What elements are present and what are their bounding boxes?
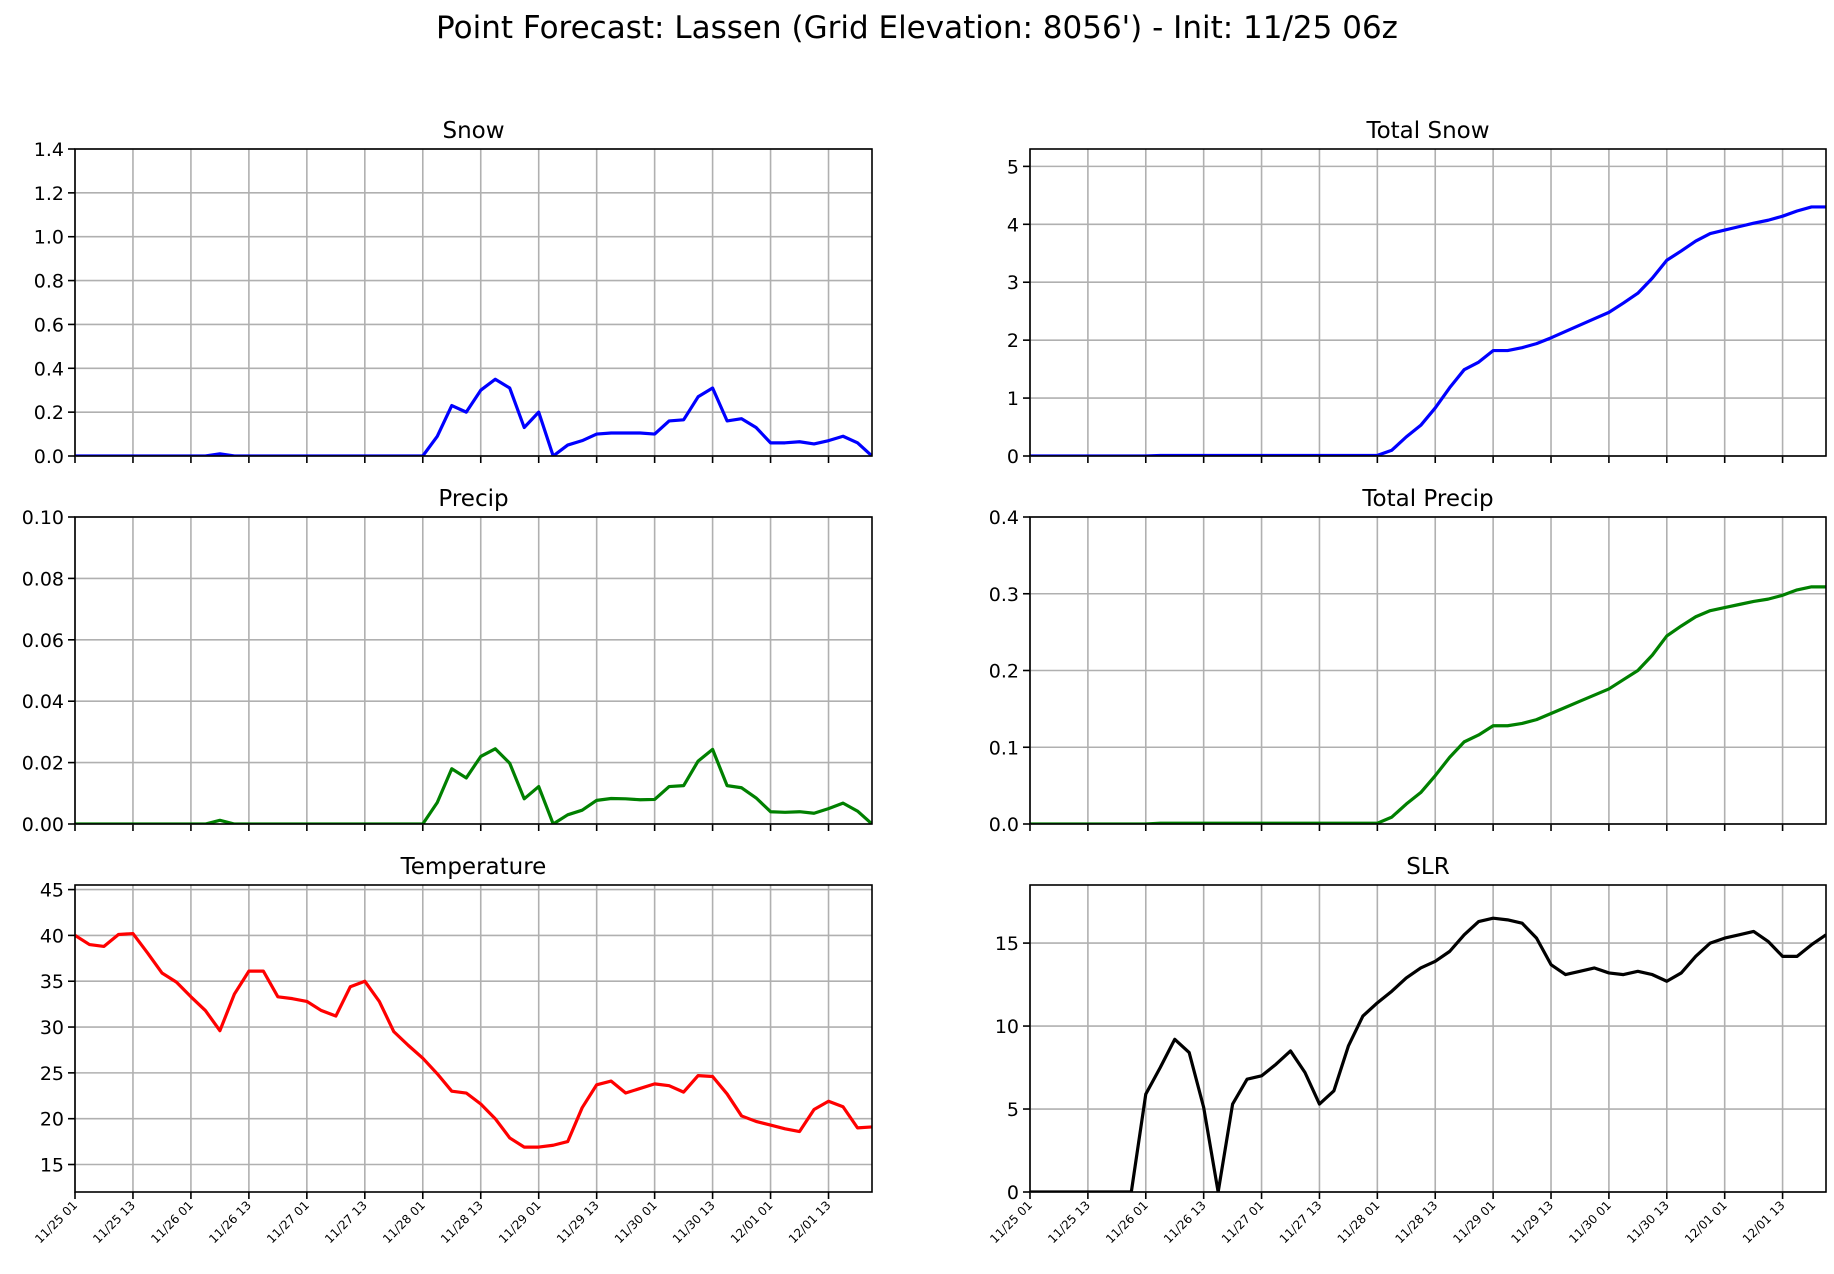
x-tick-label: 11/28 13 <box>1393 1198 1441 1246</box>
series-line <box>75 931 872 1149</box>
y-tick-label: 1 <box>1007 388 1019 410</box>
panel-title: Snow <box>442 118 504 144</box>
x-tick-label: 11/25 13 <box>90 1198 138 1246</box>
panel-title: Total Snow <box>1365 118 1489 144</box>
x-tick-label: 11/27 13 <box>322 1198 370 1246</box>
x-tick-label: 11/26 13 <box>1161 1198 1209 1246</box>
x-tick-label: 11/30 13 <box>1624 1198 1672 1246</box>
panel-title: SLR <box>1406 854 1449 880</box>
x-tick-label: 11/26 01 <box>1103 1198 1151 1246</box>
y-tick-label: 2 <box>1007 330 1019 352</box>
y-tick-label: 0.04 <box>22 691 64 713</box>
x-tick-label: 11/29 13 <box>554 1198 602 1246</box>
x-tick-label: 11/25 01 <box>32 1198 80 1246</box>
panel-precip: 0.00 0.02 0.04 0.06 0.08 0.10 Precip <box>22 486 873 836</box>
y-tick-label: 0.1 <box>989 737 1019 759</box>
y-tick-label: 4 <box>1007 214 1019 236</box>
y-tick-label: 0.6 <box>34 314 64 336</box>
y-tick-label: 40 <box>40 925 64 947</box>
y-tick-label: 0 <box>1007 446 1019 468</box>
axes-frame <box>74 516 873 825</box>
x-tick-label: 11/25 01 <box>987 1198 1035 1246</box>
panel-temperature: 11/25 01 11/25 13 11/26 01 11/26 13 11/27 01… <box>32 854 873 1246</box>
y-tick-label: 15 <box>995 933 1019 955</box>
panel-title: Temperature <box>400 854 547 880</box>
axes-frame <box>1029 884 1827 1193</box>
y-tick-label: 20 <box>40 1109 64 1131</box>
axes-frame <box>74 884 873 1193</box>
x-tick-label: 11/28 13 <box>438 1198 486 1246</box>
y-tick-label: 0.00 <box>22 814 64 836</box>
x-tick-label: 11/27 13 <box>1277 1198 1325 1246</box>
y-tick-label: 0.8 <box>34 271 64 293</box>
axes-frame <box>74 148 873 457</box>
x-tick-label: 11/29 01 <box>1450 1198 1498 1246</box>
y-tick-label: 0.10 <box>22 507 64 529</box>
panel-snow: 0.0 0.2 0.4 0.6 0.8 1.0 1.2 1.4 Snow <box>34 118 873 468</box>
x-tick-label: 11/26 13 <box>206 1198 254 1246</box>
series-line <box>1030 205 1826 456</box>
y-tick-label: 0.2 <box>34 402 64 424</box>
x-tick-label: 12/01 13 <box>786 1198 834 1246</box>
x-tick-label: 11/30 01 <box>612 1198 660 1246</box>
x-tick-label: 11/25 13 <box>1045 1198 1093 1246</box>
panel-total-snow: 0 1 2 3 4 5 Total Snow <box>1007 118 1827 468</box>
y-tick-label: 25 <box>40 1063 64 1085</box>
y-tick-label: 5 <box>1007 1099 1019 1121</box>
y-tick-label: 5 <box>1007 156 1019 178</box>
y-tick-label: 0.0 <box>34 446 64 468</box>
series-line <box>75 377 872 456</box>
panel-title: Total Precip <box>1361 486 1493 512</box>
y-tick-label: 1.4 <box>34 139 64 161</box>
y-tick-label: 0.02 <box>22 753 64 775</box>
y-tick-label: 0.4 <box>989 507 1019 529</box>
x-tick-label: 12/01 01 <box>728 1198 776 1246</box>
y-tick-label: 3 <box>1007 272 1019 294</box>
panel-slr: 11/25 01 11/25 13 11/26 01 11/26 13 11/27 01… <box>987 854 1827 1246</box>
x-tick-label: 11/27 01 <box>264 1198 312 1246</box>
y-tick-label: 45 <box>40 880 64 902</box>
y-tick-label: 15 <box>40 1155 64 1177</box>
y-tick-label: 0.4 <box>34 358 64 380</box>
y-tick-label: 0.0 <box>989 814 1019 836</box>
series-line <box>1030 916 1826 1192</box>
y-tick-label: 35 <box>40 971 64 993</box>
y-tick-label: 1.0 <box>34 227 64 249</box>
y-tick-label: 0 <box>1007 1182 1019 1204</box>
y-tick-label: 0.08 <box>22 568 64 590</box>
axes-frame <box>1029 516 1827 825</box>
x-tick-label: 11/29 13 <box>1508 1198 1556 1246</box>
x-tick-label: 11/29 01 <box>496 1198 544 1246</box>
x-tick-label: 12/01 01 <box>1682 1198 1730 1246</box>
x-tick-label: 11/30 01 <box>1566 1198 1614 1246</box>
panel-title: Precip <box>438 486 508 512</box>
x-tick-label: 12/01 13 <box>1740 1198 1788 1246</box>
y-tick-label: 0.06 <box>22 630 64 652</box>
axes-frame <box>1029 148 1827 457</box>
x-tick-label: 11/26 01 <box>148 1198 196 1246</box>
y-tick-label: 0.3 <box>989 584 1019 606</box>
x-tick-label: 11/28 01 <box>380 1198 428 1246</box>
x-tick-label: 11/27 01 <box>1219 1198 1267 1246</box>
y-tick-label: 0.2 <box>989 661 1019 683</box>
y-tick-label: 10 <box>995 1016 1019 1038</box>
figure-title: Point Forecast: Lassen (Grid Elevation: … <box>436 10 1398 46</box>
series-line <box>1030 585 1826 824</box>
y-tick-label: 30 <box>40 1017 64 1039</box>
panel-total-precip: 0.0 0.1 0.2 0.3 0.4 Total Precip <box>989 486 1827 836</box>
series-line <box>75 747 872 824</box>
x-tick-label: 11/30 13 <box>670 1198 718 1246</box>
y-tick-label: 1.2 <box>34 183 64 205</box>
x-tick-label: 11/28 01 <box>1335 1198 1383 1246</box>
